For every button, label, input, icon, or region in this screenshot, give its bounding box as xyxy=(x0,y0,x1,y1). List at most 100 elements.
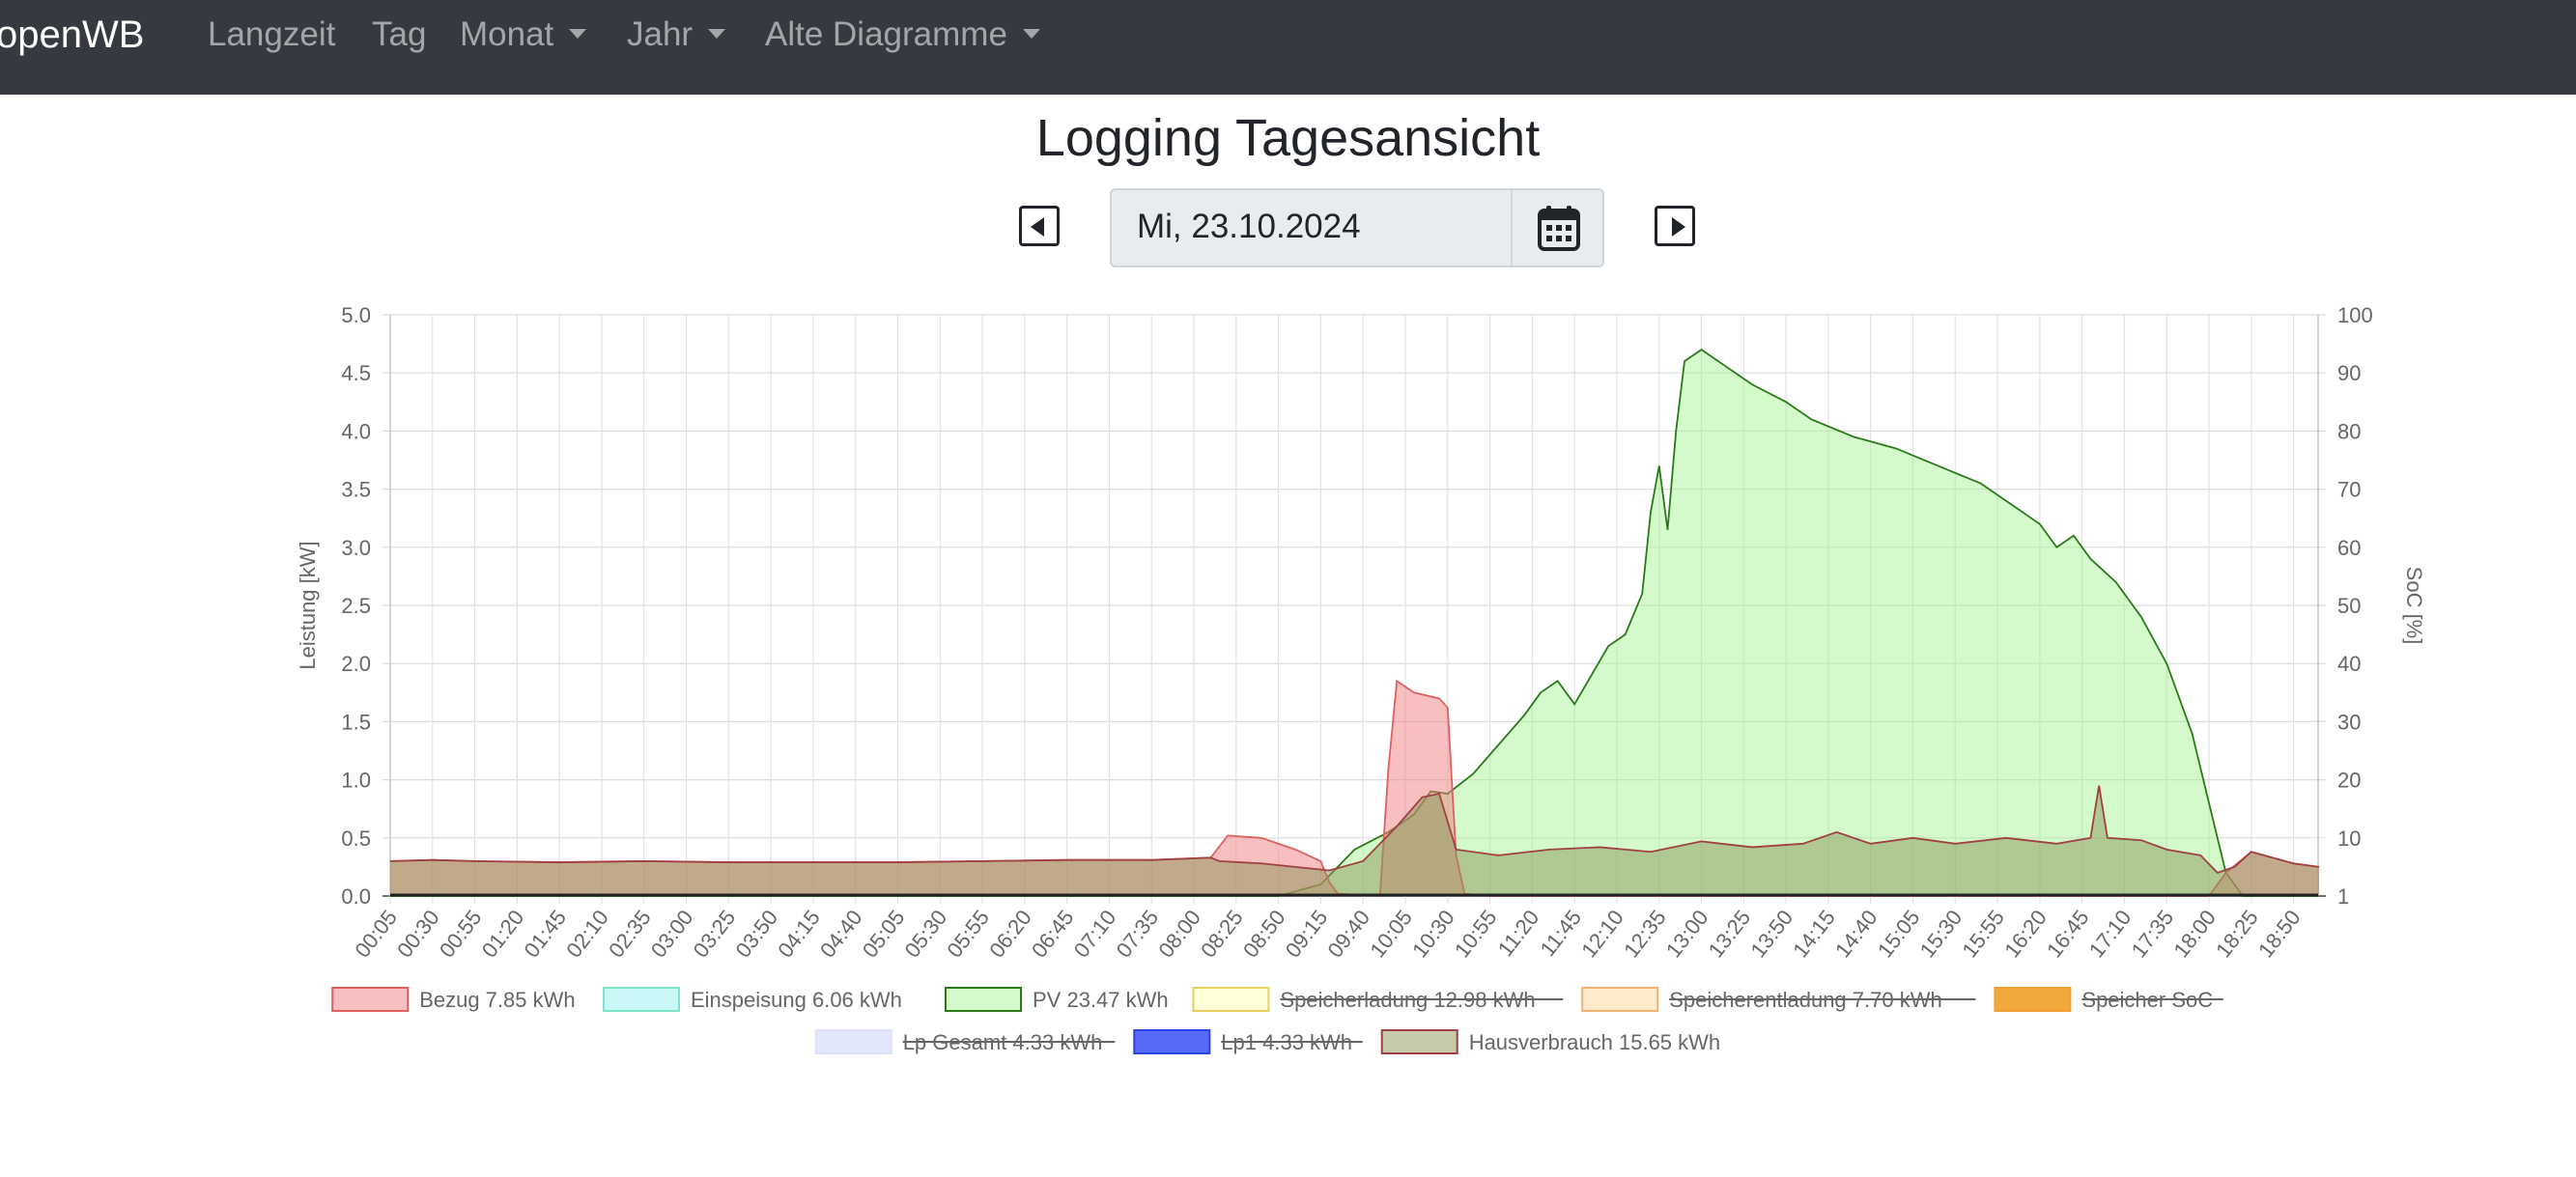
x-tick-label: 18:00 xyxy=(2168,906,2221,963)
top-navbar: openWB Langzeit Tag Monat Jahr Alte Diag… xyxy=(0,0,2576,95)
y-tick-label: 2.5 xyxy=(341,594,371,618)
x-tick-label: 07:10 xyxy=(1069,906,1121,963)
y2-tick-label: 40 xyxy=(2337,652,2361,676)
legend-swatch xyxy=(1133,1029,1211,1054)
y2-axis-label: SoC [%] xyxy=(2402,567,2426,645)
brand-logo[interactable]: openWB xyxy=(0,14,145,56)
legend-item[interactable]: Speicherladung 12.98 kWh xyxy=(1192,987,1564,1012)
x-tick-label: 13:25 xyxy=(1704,906,1756,963)
chart-legend: Bezug 7.85 kWh Einspeisung 6.06 kWh PV 23.… xyxy=(331,987,2223,1054)
legend-swatch xyxy=(603,987,680,1012)
x-tick-label: 05:55 xyxy=(942,906,994,963)
series-line xyxy=(389,785,2319,874)
calendar-button[interactable] xyxy=(1511,190,1602,266)
nav-item-langzeit[interactable]: Langzeit xyxy=(208,15,336,53)
legend-swatch xyxy=(1994,987,2072,1012)
x-tick-label: 15:05 xyxy=(1873,906,1925,963)
x-tick-label: 16:45 xyxy=(2042,906,2094,963)
x-tick-label: 04:15 xyxy=(773,906,825,963)
legend-swatch xyxy=(331,987,410,1012)
x-tick-label: 18:50 xyxy=(2253,906,2306,963)
legend-label: Einspeisung 6.06 kWh xyxy=(691,988,902,1012)
x-tick-label: 09:40 xyxy=(1323,906,1375,963)
x-tick-label: 10:55 xyxy=(1450,906,1502,963)
y2-tick-label: 50 xyxy=(2337,594,2361,618)
y2-tick-label: 20 xyxy=(2337,769,2361,793)
x-tick-label: 00:05 xyxy=(350,906,402,963)
legend-item[interactable]: Hausverbrauch 15.65 kWh xyxy=(1380,1029,1720,1054)
y-tick-label: 3.5 xyxy=(341,478,371,502)
legend-swatch xyxy=(1581,987,1659,1012)
nav-item-jahr[interactable]: Jahr xyxy=(627,15,726,54)
x-tick-label: 03:00 xyxy=(646,906,698,963)
legend-label: Hausverbrauch 15.65 kWh xyxy=(1469,1030,1720,1054)
x-tick-label: 03:25 xyxy=(689,906,741,963)
x-tick-label: 15:55 xyxy=(1957,906,2009,963)
x-tick-label: 06:20 xyxy=(984,906,1036,963)
y2-tick-label: 100 xyxy=(2337,303,2373,327)
legend-label: Bezug 7.85 kWh xyxy=(419,988,575,1012)
y-tick-label: 4.5 xyxy=(341,361,371,385)
y-tick-label: 3.0 xyxy=(341,536,371,560)
x-tick-label: 02:10 xyxy=(561,906,613,963)
nav-item-tag[interactable]: Tag xyxy=(372,15,427,53)
chevron-down-icon xyxy=(569,28,587,39)
x-tick-label: 02:35 xyxy=(604,906,656,963)
x-tick-label: 08:50 xyxy=(1238,906,1290,963)
x-tick-label: 01:20 xyxy=(477,906,529,963)
x-tick-label: 13:00 xyxy=(1661,906,1713,963)
y-tick-label: 0.5 xyxy=(341,827,371,851)
legend-item[interactable]: Einspeisung 6.06 kWh xyxy=(603,987,902,1012)
legend-item[interactable]: Bezug 7.85 kWh xyxy=(331,987,576,1012)
y2-tick-label: 70 xyxy=(2337,478,2361,502)
prev-day-button[interactable] xyxy=(1019,206,1060,246)
chart-grid xyxy=(382,314,2326,904)
y-tick-label: 5.0 xyxy=(341,303,371,327)
caret-left-icon xyxy=(1031,217,1044,237)
x-tick-label: 14:15 xyxy=(1788,906,1840,963)
date-input[interactable]: Mi, 23.10.2024 xyxy=(1137,208,1361,245)
legend-item[interactable]: PV 23.47 kWh xyxy=(945,987,1169,1012)
y2-tick-label: 90 xyxy=(2337,361,2361,385)
x-tick-label: 13:50 xyxy=(1745,906,1798,963)
legend-item[interactable]: Speicherentladung 7.70 kWh xyxy=(1581,987,1976,1012)
x-tick-label: 08:00 xyxy=(1153,906,1205,963)
x-tick-label: 14:40 xyxy=(1830,906,1882,963)
legend-swatch xyxy=(1192,987,1270,1012)
x-tick-label: 05:30 xyxy=(900,906,952,963)
x-tick-label: 11:45 xyxy=(1536,906,1587,961)
series-area xyxy=(390,785,2319,896)
chart-series xyxy=(389,349,2319,897)
x-tick-label: 08:25 xyxy=(1196,906,1248,963)
x-tick-label: 15:30 xyxy=(1915,906,1967,963)
legend-item[interactable]: Lp1 4.33 kWh xyxy=(1133,1029,1363,1054)
legend-item[interactable]: Lp Gesamt 4.33 kWh xyxy=(814,1029,1116,1054)
x-tick-label: 18:25 xyxy=(2211,906,2263,963)
series-line xyxy=(390,349,2319,897)
y2-tick-label: 80 xyxy=(2337,419,2361,443)
legend-item[interactable]: Speicher SoC xyxy=(1994,987,2223,1012)
y-tick-label: 0.0 xyxy=(341,884,371,909)
y-tick-label: 1.5 xyxy=(341,710,371,734)
x-tick-label: 12:35 xyxy=(1619,906,1671,963)
next-day-button[interactable] xyxy=(1655,206,1695,246)
x-tick-label: 17:10 xyxy=(2084,906,2137,963)
series-area xyxy=(390,350,2319,896)
x-tick-label: 05:05 xyxy=(858,906,910,963)
date-picker[interactable]: Mi, 23.10.2024 xyxy=(1110,188,1604,267)
y-tick-label: 4.0 xyxy=(341,419,371,443)
legend-swatch xyxy=(945,987,1022,1012)
x-tick-label: 10:30 xyxy=(1407,906,1459,963)
chevron-down-icon xyxy=(708,28,726,39)
y2-tick-label: 60 xyxy=(2337,536,2361,560)
x-tick-label: 10:05 xyxy=(1365,906,1417,963)
y-tick-label: 2.0 xyxy=(341,652,371,676)
nav-item-monat[interactable]: Monat xyxy=(460,15,587,54)
y2-tick-label: 10 xyxy=(2337,827,2361,851)
x-tick-label: 07:35 xyxy=(1112,906,1164,963)
x-tick-label: 16:20 xyxy=(1999,906,2052,963)
x-tick-label: 11:20 xyxy=(1493,906,1544,961)
nav-item-alte-diagramme[interactable]: Alte Diagramme xyxy=(765,15,1040,54)
page-title: Logging Tagesansicht xyxy=(1035,109,1541,167)
